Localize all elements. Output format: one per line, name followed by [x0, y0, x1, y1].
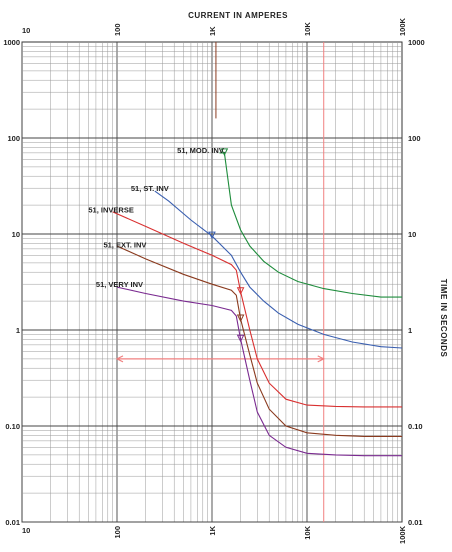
series-line [154, 190, 403, 349]
x-tick-label-top: 10K [303, 22, 312, 36]
x-tick-label-top: 100 [113, 23, 122, 36]
y-tick-label-right: 100 [408, 134, 421, 143]
series-marker [208, 231, 216, 240]
series-line [116, 245, 402, 437]
x-tick-label-bottom: 1K [208, 525, 217, 535]
curve-label: 51, MOD. INV. [177, 146, 225, 155]
reference-lines [115, 42, 326, 522]
grid-lines [21, 41, 403, 523]
y-tick-label-right: 10 [408, 230, 416, 239]
y-tick-label-right: 0.01 [408, 518, 423, 527]
series-marker [236, 334, 245, 343]
curve-label: 51, INVERSE [88, 205, 133, 214]
series-line [112, 211, 402, 408]
curve-series [112, 148, 403, 457]
y-axis-title: TIME IN SECONDS [439, 279, 448, 358]
x-tick-label-bottom: 100 [113, 526, 122, 539]
x-tick-label-top: 10 [22, 26, 30, 35]
x-tick-label-bottom: 10K [303, 525, 312, 539]
series-marker [236, 314, 245, 323]
curve-label: 51, VERY INV [96, 280, 143, 289]
y-tick-label-right: 1 [408, 326, 412, 335]
y-tick-label-left: 0.10 [5, 422, 20, 431]
y-tick-label-left: 1 [16, 326, 20, 335]
y-tick-label-left: 0.01 [5, 518, 20, 527]
y-tick-label-left: 1000 [3, 38, 20, 47]
arrow-right-icon [317, 355, 326, 363]
y-tick-label-right: 1000 [408, 38, 425, 47]
x-tick-label-top: 1K [208, 26, 217, 36]
x-tick-label-bottom: 100K [398, 525, 407, 544]
curve-label: 51, ST. INV [131, 184, 169, 193]
tick-labels: 10101001001K1K10K10K100K100K10001001010.… [3, 17, 424, 543]
series-line [116, 286, 402, 457]
y-tick-label-left: 10 [12, 230, 20, 239]
series-line [219, 152, 402, 298]
x-tick-label-top: 100K [398, 17, 407, 36]
curve-label: 51, EXT. INV [103, 240, 146, 249]
x-tick-label-bottom: 10 [22, 526, 30, 535]
series-marker [236, 287, 245, 295]
y-tick-label-right: 0.10 [408, 422, 423, 431]
series-marker [220, 148, 229, 156]
x-axis-title: CURRENT IN AMPERES [188, 11, 288, 20]
curve-labels: 51, MOD. INV. 51, ST. INV 51, INVERSE 51, E… [88, 146, 225, 289]
arrow-left-icon [115, 355, 124, 363]
y-tick-label-left: 100 [7, 134, 20, 143]
